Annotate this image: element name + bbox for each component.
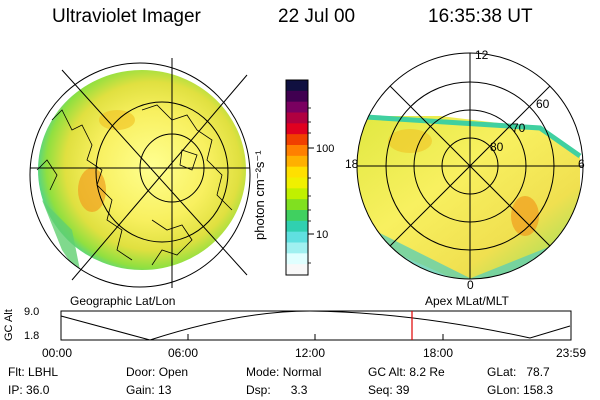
altitude-ytick-1-8: 1.8 bbox=[24, 330, 40, 342]
colorbar-swatch bbox=[286, 90, 308, 103]
info-gain: Gain: 13 bbox=[126, 383, 172, 397]
mlt-label-0: 0 bbox=[467, 278, 474, 292]
colorbar-unit-label: photon cm⁻²s⁻¹ bbox=[252, 150, 267, 240]
colorbar-swatch bbox=[286, 112, 308, 124]
altitude-ytick-9: 9.0 bbox=[24, 306, 40, 318]
colorbar: 100 10 bbox=[285, 79, 334, 276]
mlt-label-6: 6 bbox=[578, 157, 585, 171]
mlt-label-18: 18 bbox=[345, 157, 359, 171]
mlt-label-12: 12 bbox=[475, 48, 489, 62]
colorbar-swatch bbox=[286, 220, 308, 233]
info-mode: Mode: Normal bbox=[246, 365, 322, 379]
magnetic-map: 12 18 6 0 60 70 80 bbox=[345, 48, 585, 292]
info-gcalt: GC Alt: 8.2 Re bbox=[368, 365, 445, 379]
time-tick-0600: 06:00 bbox=[168, 346, 199, 360]
time-tick-0000: 00:00 bbox=[42, 346, 73, 360]
colorbar-swatch bbox=[286, 199, 308, 211]
time-tick-1800: 18:00 bbox=[423, 346, 454, 360]
altitude-plot bbox=[60, 310, 572, 341]
lat-label-60: 60 bbox=[536, 97, 550, 111]
info-seq: Seq: 39 bbox=[368, 383, 410, 397]
left-map-caption: Geographic Lat/Lon bbox=[70, 294, 176, 308]
colorbar-swatch bbox=[286, 177, 308, 189]
altitude-curve bbox=[60, 310, 571, 341]
info-dsp: Dsp: 3.3 bbox=[246, 383, 308, 397]
colorbar-swatch bbox=[286, 101, 308, 113]
info-door: Door: Open bbox=[126, 365, 189, 379]
info-flt: Flt: LBHL bbox=[8, 365, 59, 379]
colorbar-tick-10: 10 bbox=[316, 229, 328, 241]
info-ip: IP: 36.0 bbox=[8, 383, 50, 397]
aurora-oval-magnetic bbox=[357, 116, 580, 279]
date-label: 22 Jul 00 bbox=[278, 6, 356, 27]
colorbar-swatch bbox=[286, 80, 308, 92]
colorbar-swatch bbox=[286, 253, 308, 265]
altitude-ylabel: GC Alt bbox=[3, 309, 15, 341]
colorbar-swatch bbox=[286, 155, 308, 168]
colorbar-swatch bbox=[286, 134, 308, 146]
lat-label-70: 70 bbox=[512, 121, 526, 135]
colorbar-swatch bbox=[286, 231, 308, 243]
lat-label-80: 80 bbox=[490, 140, 504, 154]
info-glat: GLat: 78.7 bbox=[487, 365, 550, 379]
time-tick-2359: 23:59 bbox=[556, 346, 587, 360]
aurora-oval-geographic bbox=[38, 70, 246, 270]
instrument-title: Ultraviolet Imager bbox=[52, 6, 201, 27]
colorbar-swatch bbox=[286, 242, 308, 254]
magnetic-graticule bbox=[356, 52, 584, 280]
colorbar-swatch bbox=[286, 145, 308, 157]
right-map-caption: Apex MLat/MLT bbox=[425, 294, 509, 308]
colorbar-swatch bbox=[286, 264, 308, 276]
geographic-map bbox=[29, 58, 251, 288]
info-glon: GLon: 158.3 bbox=[487, 383, 554, 397]
colorbar-swatch bbox=[286, 210, 308, 222]
geographic-graticule bbox=[29, 58, 251, 288]
time-label: 16:35:38 UT bbox=[428, 6, 533, 27]
colorbar-swatch bbox=[286, 188, 308, 200]
colorbar-swatch bbox=[286, 166, 308, 178]
colorbar-tick-100: 100 bbox=[316, 143, 334, 155]
time-tick-1200: 12:00 bbox=[295, 346, 326, 360]
colorbar-swatch bbox=[286, 123, 308, 135]
